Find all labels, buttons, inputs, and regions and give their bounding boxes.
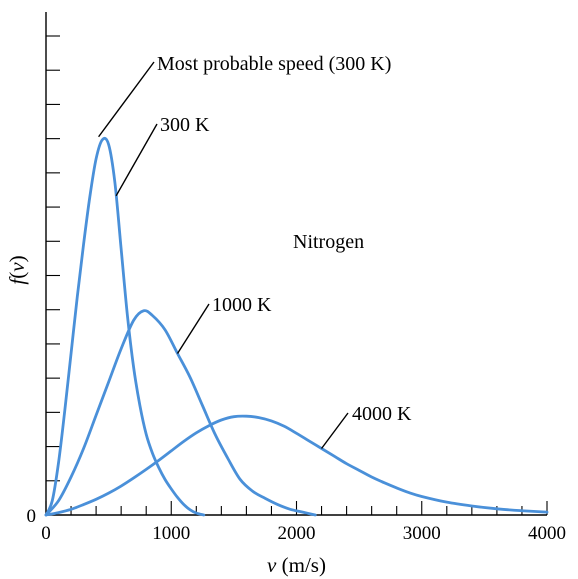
y-axis-label: f(v) <box>5 255 29 284</box>
annotation-leaders <box>98 61 349 449</box>
x-tick-label: 1000 <box>152 523 190 544</box>
leader-4000k <box>320 412 349 449</box>
most-probable-speed-annotation: Most probable speed (300 K) <box>157 53 391 75</box>
y-origin-label: 0 <box>27 506 37 527</box>
gas-label: Nitrogen <box>293 231 364 253</box>
curve-label-1000k: 1000 K <box>212 294 272 316</box>
x-tick-label: 3000 <box>403 523 441 544</box>
x-tick-label: 2000 <box>278 523 316 544</box>
x-axis-label-unit: (m/s) <box>282 553 326 577</box>
curve-1000k <box>44 309 317 517</box>
leader-300k <box>115 123 158 197</box>
x-axis-tick-labels: 0 1000 2000 3000 4000 <box>41 523 566 544</box>
x-axis-label-var: v <box>267 553 277 577</box>
x-tick-label: 4000 <box>528 523 566 544</box>
y-axis-label-var: v <box>5 262 29 272</box>
curve-300k <box>44 136 206 517</box>
y-axis-label-close-paren: ) <box>5 255 29 262</box>
curve-label-300k: 300 K <box>160 114 210 136</box>
x-axis-label: v (m/s) <box>267 553 326 577</box>
leader-most-probable <box>98 61 155 138</box>
y-axis-label-func: f <box>5 276 29 285</box>
y-axis-label-open-paren: ( <box>5 272 29 279</box>
x-axis-ticks <box>45 501 548 515</box>
leader-1000k <box>176 303 210 354</box>
curve-4000k <box>44 414 549 517</box>
curve-series <box>44 136 549 517</box>
y-axis-ticks <box>46 35 60 482</box>
curve-label-4000k: 4000 K <box>352 403 412 425</box>
x-tick-label: 0 <box>41 523 51 544</box>
